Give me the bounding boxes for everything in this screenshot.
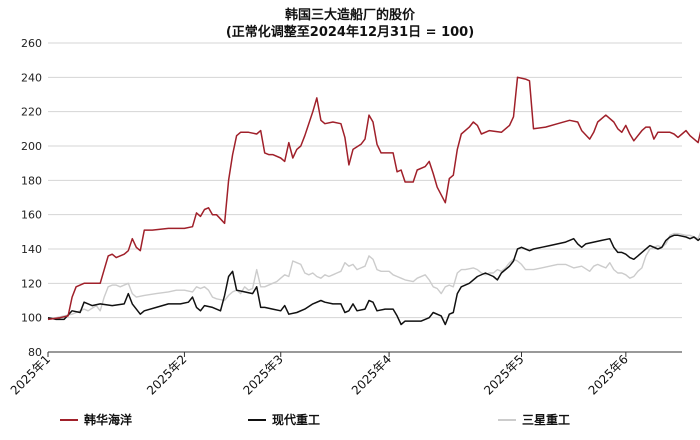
grid-layer [48, 42, 682, 353]
legend-label-samsung: 三星重工 [522, 413, 571, 427]
x-tick-label: 2025年2 [144, 352, 189, 397]
legend-item-hanwha: 韩华海洋 [60, 411, 132, 428]
x-tick-label: 2025年4 [349, 352, 394, 397]
series-layer [47, 76, 700, 326]
legend-swatch-hyundai [248, 418, 266, 421]
y-tick-label: 200 [21, 140, 42, 153]
axis-layer: 80 100 120 140 160 180 200 220 240 260 2025年1 2025年… [8, 37, 682, 398]
x-tick-label: 2025年6 [586, 352, 631, 397]
x-tick-label: 2025年1 [8, 352, 53, 397]
y-tick-label: 180 [21, 174, 42, 187]
y-tick-label: 260 [21, 37, 42, 50]
y-tick-label: 220 [21, 106, 42, 119]
series-line-hyundai [47, 234, 700, 326]
legend-item-samsung: 三星重工 [498, 411, 570, 428]
x-tick-label: 2025年3 [240, 352, 285, 397]
series-line-hanwha [47, 76, 700, 321]
y-tick-label: 140 [21, 243, 42, 256]
y-tick-label: 80 [28, 346, 42, 359]
chart-subtitle: (正常化调整至2024年12月31日 = 100) [225, 25, 475, 40]
series-line-samsung [48, 231, 700, 319]
y-tick-label: 100 [21, 312, 42, 325]
y-tick-label: 160 [21, 209, 42, 222]
legend-item-hyundai: 现代重工 [248, 411, 320, 428]
chart-title: 韩国三大造船厂的股价 [284, 8, 415, 23]
y-tick-label: 240 [21, 71, 42, 84]
y-tick-label: 120 [21, 277, 42, 290]
legend-label-hyundai: 现代重工 [272, 413, 321, 427]
x-tick-label: 2025年5 [481, 352, 526, 397]
legend-label-hanwha: 韩华海洋 [84, 413, 133, 427]
legend-swatch-hanwha [60, 418, 78, 421]
legend-swatch-samsung [498, 418, 516, 421]
